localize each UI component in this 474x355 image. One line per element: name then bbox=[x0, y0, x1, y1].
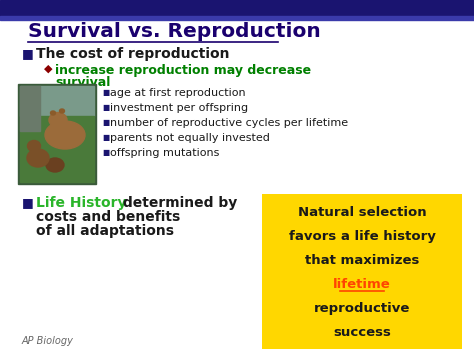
Ellipse shape bbox=[60, 109, 64, 113]
Text: survival: survival bbox=[55, 76, 110, 89]
Text: number of reproductive cycles per lifetime: number of reproductive cycles per lifeti… bbox=[110, 118, 348, 128]
Text: ■: ■ bbox=[102, 118, 109, 127]
Ellipse shape bbox=[51, 111, 55, 115]
Text: ■: ■ bbox=[102, 88, 109, 97]
Text: ■: ■ bbox=[102, 148, 109, 157]
Bar bbox=[20, 86, 94, 116]
Ellipse shape bbox=[27, 141, 40, 152]
Text: ■: ■ bbox=[22, 196, 34, 209]
Text: ■: ■ bbox=[102, 133, 109, 142]
Text: Natural selection: Natural selection bbox=[298, 206, 426, 219]
Text: Life History: Life History bbox=[36, 196, 127, 210]
Bar bbox=[20, 86, 40, 131]
Text: Survival vs. Reproduction: Survival vs. Reproduction bbox=[28, 22, 321, 41]
Text: AP Biology: AP Biology bbox=[22, 336, 74, 346]
Text: lifetime: lifetime bbox=[333, 278, 391, 291]
Bar bbox=[20, 116, 94, 182]
Text: reproductive: reproductive bbox=[314, 302, 410, 315]
Text: ■: ■ bbox=[102, 103, 109, 112]
Text: parents not equally invested: parents not equally invested bbox=[110, 133, 270, 143]
Text: age at first reproduction: age at first reproduction bbox=[110, 88, 246, 98]
Text: costs and benefits: costs and benefits bbox=[36, 210, 180, 224]
Text: that maximizes: that maximizes bbox=[305, 254, 419, 267]
Text: investment per offspring: investment per offspring bbox=[110, 103, 248, 113]
Text: determined by: determined by bbox=[118, 196, 237, 210]
Text: success: success bbox=[333, 326, 391, 339]
Text: ◆: ◆ bbox=[44, 64, 53, 74]
Text: offspring mutations: offspring mutations bbox=[110, 148, 219, 158]
Ellipse shape bbox=[49, 113, 67, 127]
Bar bbox=[18, 84, 96, 184]
Text: favors a life history: favors a life history bbox=[289, 230, 436, 243]
Bar bbox=[0, 0, 474, 16]
Text: of all adaptations: of all adaptations bbox=[36, 224, 174, 238]
Bar bbox=[0, 16, 474, 20]
Ellipse shape bbox=[45, 121, 85, 149]
Text: ■: ■ bbox=[22, 47, 34, 60]
Text: increase reproduction may decrease: increase reproduction may decrease bbox=[55, 64, 311, 77]
Ellipse shape bbox=[46, 158, 64, 172]
Text: The cost of reproduction: The cost of reproduction bbox=[36, 47, 229, 61]
Ellipse shape bbox=[27, 149, 49, 167]
FancyBboxPatch shape bbox=[262, 194, 462, 349]
